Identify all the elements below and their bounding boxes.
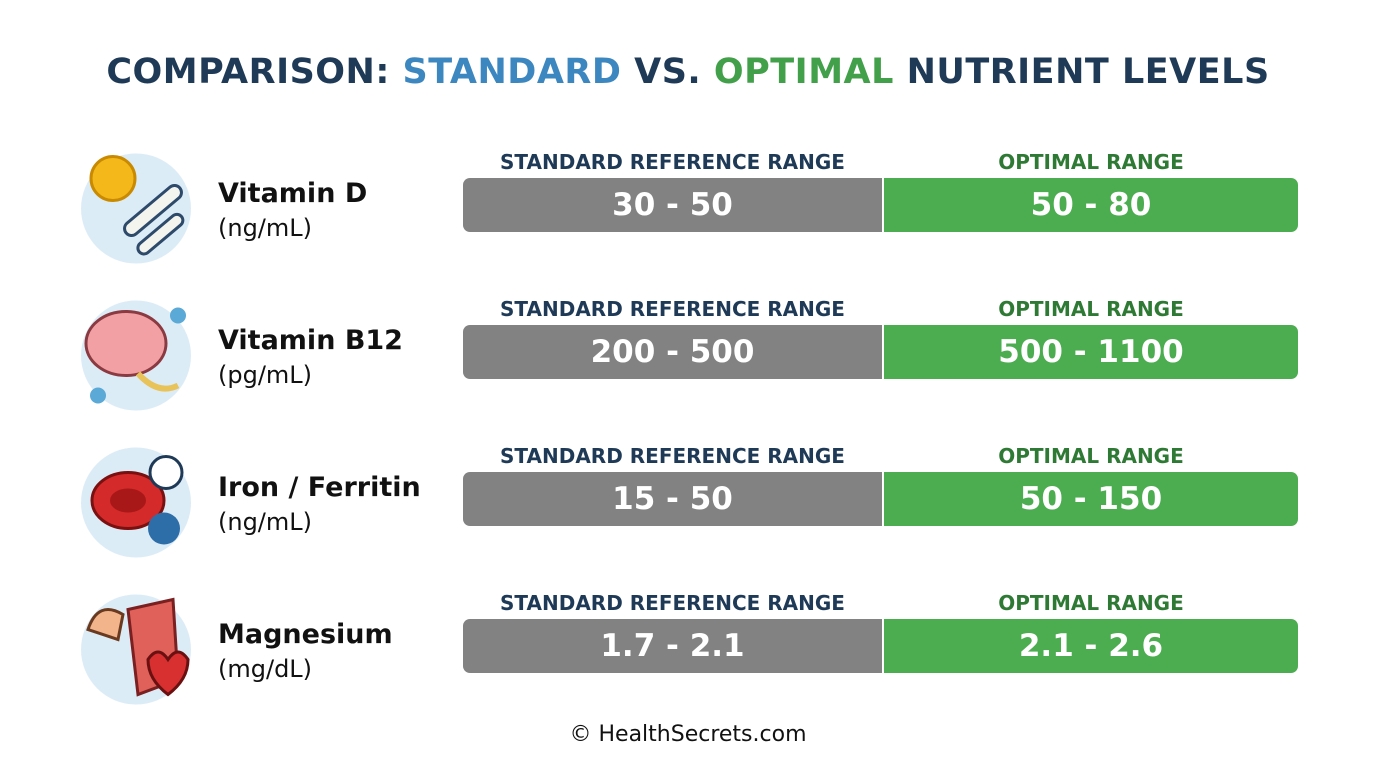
nutrient-row: Magnesium (mg/dL) STANDARD REFERENCE RANGE… [0, 587, 1376, 717]
nutrient-icon [78, 440, 198, 569]
nutrient-name: Iron / Ferritin [218, 472, 421, 503]
nutrient-unit: (ng/mL) [218, 508, 313, 536]
standard-label: STANDARD REFERENCE RANGE [500, 150, 845, 174]
nutrient-name: Vitamin D [218, 178, 368, 209]
title-part: COMPARISON: [106, 52, 390, 92]
title: COMPARISON: STANDARD VS. OPTIMAL NUTRIEN… [0, 52, 1376, 92]
icon-graphic [81, 300, 191, 411]
nutrient-unit: (ng/mL) [218, 214, 313, 242]
standard-range: 1.7 - 2.1 [463, 619, 882, 673]
nutrient-icon [78, 146, 198, 275]
standard-label: STANDARD REFERENCE RANGE [500, 591, 845, 615]
nutrient-row: Iron / Ferritin (ng/mL) STANDARD REFERENCE… [0, 440, 1376, 570]
title-part: VS. [634, 52, 702, 92]
icon-graphic [81, 153, 191, 264]
nutrient-row: Vitamin B12 (pg/mL) STANDARD REFERENCE RAN… [0, 293, 1376, 423]
nutrient-name: Magnesium [218, 619, 393, 650]
optimal-label: OPTIMAL RANGE [998, 150, 1184, 174]
nutrient-unit: (pg/mL) [218, 361, 313, 389]
optimal-range: 2.1 - 2.6 [884, 619, 1298, 673]
title-part: STANDARD [402, 52, 622, 92]
standard-label: STANDARD REFERENCE RANGE [500, 444, 845, 468]
nutrient-unit: (mg/dL) [218, 655, 313, 683]
icon-graphic [81, 594, 191, 705]
standard-range: 200 - 500 [463, 325, 882, 379]
standard-label: STANDARD REFERENCE RANGE [500, 297, 845, 321]
nutrient-icon [78, 587, 198, 716]
optimal-range: 500 - 1100 [884, 325, 1298, 379]
optimal-range: 50 - 150 [884, 472, 1298, 526]
icon-graphic [81, 447, 191, 558]
standard-range: 30 - 50 [463, 178, 882, 232]
title-part: NUTRIENT LEVELS [906, 52, 1270, 92]
title-part: OPTIMAL [713, 52, 894, 92]
optimal-label: OPTIMAL RANGE [998, 297, 1184, 321]
footer: © HealthSecrets.com [569, 722, 807, 747]
nutrient-row: Vitamin D (ng/mL) STANDARD REFERENCE RANGE… [0, 146, 1376, 276]
nutrient-icon [78, 293, 198, 422]
standard-range: 15 - 50 [463, 472, 882, 526]
optimal-label: OPTIMAL RANGE [998, 444, 1184, 468]
optimal-range: 50 - 80 [884, 178, 1298, 232]
optimal-label: OPTIMAL RANGE [998, 591, 1184, 615]
nutrient-name: Vitamin B12 [218, 325, 403, 356]
